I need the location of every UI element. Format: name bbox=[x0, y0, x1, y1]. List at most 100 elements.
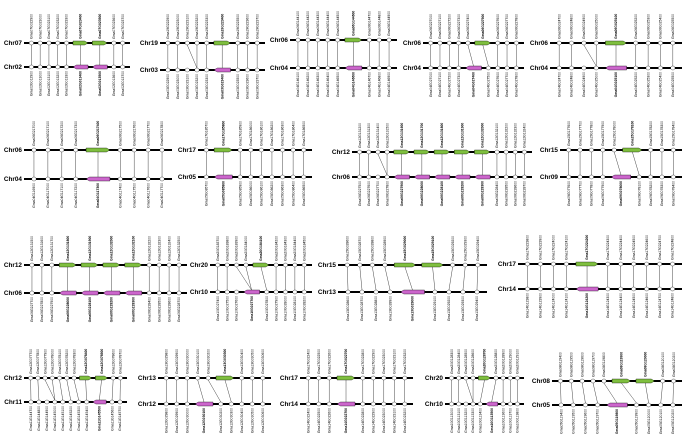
gene-id-label: Gma12G030300 bbox=[229, 408, 233, 433]
gene-id-label: Gma15G028700 bbox=[358, 236, 362, 261]
gene-id-label: Gma12G030500 bbox=[250, 408, 254, 433]
gene-id-label: Gma12G132100 bbox=[132, 236, 136, 261]
gene-id-label: Gma14G124500 bbox=[632, 293, 636, 318]
synteny-panel: Chr08 Chr05 Gma08G119400 Gma08G119500 Gma08G… bbox=[532, 352, 682, 434]
gene-id-label: Gma10G027800 bbox=[265, 296, 269, 321]
gene-id-label: Gma06G025500 bbox=[671, 14, 675, 39]
gene-id-label: Gma19G222900 bbox=[166, 14, 170, 39]
synteny-link bbox=[491, 379, 497, 403]
synteny-panel: Chr17 Chr14 Gma17G022400 Gma17G022500 Gma17G… bbox=[280, 349, 413, 433]
gene-id-label: Gma13G029900 bbox=[175, 349, 179, 374]
gene-id-label: Gma06G228500 bbox=[157, 297, 161, 322]
gene-id-label: Gma19G223000 bbox=[176, 14, 180, 39]
gene-id-label: Gma12G030200 bbox=[219, 408, 223, 433]
synteny-link bbox=[384, 266, 391, 291]
gene-id-label: Gma17G022900 bbox=[371, 349, 375, 374]
synteny-link bbox=[476, 266, 478, 291]
gene-id-label: Gma20G183800 bbox=[225, 236, 229, 261]
gene-id-label: Gma05G119900 bbox=[635, 409, 639, 434]
gene-id-label: Gma06G217700 bbox=[146, 121, 150, 146]
gene-id-label: Gma13G029800 bbox=[164, 349, 168, 374]
gene-id-label: Gma07G023000 bbox=[38, 14, 42, 39]
gene-id-label: Gma04G116900 bbox=[32, 183, 36, 208]
gene-id-label: Gma06G228700 bbox=[523, 181, 527, 206]
gene-id-label: Gma08G119600 bbox=[580, 352, 584, 377]
gene-id-label: Gma17G185700 bbox=[204, 121, 208, 146]
gene-id-label: Gma14G124600 bbox=[645, 293, 649, 318]
gene-id-label: Gma10G113600 bbox=[501, 408, 505, 433]
gene-id-label: Gma20G183700 bbox=[216, 236, 220, 261]
gene-id-label: Gma20G184400 bbox=[293, 236, 297, 261]
synteny-panel: Chr15 Chr09 Gma15G177600 Gma15G177700 Gma15G… bbox=[540, 121, 682, 206]
gene-id-label: Gma17G022700 bbox=[344, 349, 348, 374]
gene-id-label: Gma04G146500 bbox=[336, 72, 340, 97]
gene-id-label: Gma06G228200 bbox=[460, 181, 464, 206]
gene-id-label: Gma06G024700 bbox=[557, 14, 561, 39]
gene-id-label: Gma20G184000 bbox=[244, 236, 248, 261]
gene-id-label: Gma06G227800 bbox=[40, 297, 44, 322]
gene-id-label: Gma10G113200 bbox=[464, 408, 468, 433]
gene-id-label: Gma20G128500 bbox=[464, 349, 468, 374]
gene-id-label: Gma05G086300 bbox=[281, 181, 285, 206]
gene-id-label: Gma20G128600 bbox=[471, 349, 475, 374]
gene-id-label: Gma12G078000 bbox=[51, 349, 55, 374]
gene-id-label: Gma09G077700 bbox=[578, 181, 582, 206]
chromosome-label-bottom: Chr04 bbox=[270, 65, 289, 72]
gene-id-label: Gma06G227800 bbox=[385, 181, 389, 206]
gene-id-label: Gma17G023200 bbox=[403, 349, 407, 374]
gene-id-label: Gma05G120100 bbox=[659, 409, 663, 434]
gene-id-label: Gma13G030500 bbox=[250, 349, 254, 374]
gene-id-label: Gma10G113400 bbox=[478, 408, 482, 433]
gene-id-label: Gma08G119700 bbox=[591, 352, 595, 377]
gene-id-label: Gma06G228400 bbox=[147, 297, 151, 322]
gene-id-label: Gma06G228300 bbox=[132, 297, 136, 322]
gene-id-label: Gma17G186500 bbox=[302, 121, 306, 146]
synteny-link bbox=[245, 266, 252, 291]
gene-id-label: Gma13G029300 bbox=[461, 296, 465, 321]
gene-id-label: Gma05G120200 bbox=[671, 409, 675, 434]
gene-id-label: Gma04G025400 bbox=[659, 72, 663, 97]
gene-id-label: Gma10G113800 bbox=[516, 408, 520, 433]
gene-id-label: Gma12G132400 bbox=[523, 123, 527, 148]
synteny-panel: Chr06 Chr04 Gma06G024700 Gma06G024800 Gma06G… bbox=[530, 14, 682, 97]
gene-id-label: Gma20G184300 bbox=[284, 236, 288, 261]
gene-id-label: Gma17G224100 bbox=[565, 235, 569, 260]
gene-id-label: Gma12G131700 bbox=[50, 236, 54, 261]
synteny-link bbox=[377, 153, 388, 176]
gene-id-label: Gma07G023600 bbox=[112, 14, 116, 39]
gene-id-label: Gma20G128300 bbox=[450, 349, 454, 374]
gene-id-label: Gma12G132400 bbox=[167, 236, 171, 261]
synteny-panel: Chr15 Chr13 Gma15G028600 Gma15G028700 Gma15G… bbox=[318, 236, 487, 321]
chromosome-label-top: Chr17 bbox=[178, 147, 197, 154]
synteny-link bbox=[465, 379, 474, 403]
gene-id-label: Gma10G027900 bbox=[274, 296, 278, 321]
gene-id-label: Gma09G078100 bbox=[637, 181, 641, 206]
gene-id-label: Gma05G085700 bbox=[204, 181, 208, 206]
gene-id-label: Gma09G077900 bbox=[601, 181, 605, 206]
gene-id-label: Gma15G177600 bbox=[567, 121, 571, 146]
gene-id-label: Gma03G023100 bbox=[185, 74, 189, 99]
gene-id-label: Gma06G144900 bbox=[387, 11, 391, 36]
gene-id-label: Gma06G025300 bbox=[646, 14, 650, 39]
gene-id-label: Gma17G023100 bbox=[392, 349, 396, 374]
gene-id-label: Gma04G027200 bbox=[447, 72, 451, 97]
synteny-link bbox=[208, 379, 221, 403]
gene-id-label: Gma05G119400 bbox=[559, 409, 563, 434]
gene-id-label: Gma09G078300 bbox=[660, 181, 664, 206]
gene-id-label: Gma12G078600 bbox=[111, 349, 115, 374]
gene-id-label: Gma17G186000 bbox=[249, 121, 253, 146]
gene-id-label: Gma17G223900 bbox=[539, 235, 543, 260]
gene-id-label: Gma11G145100 bbox=[61, 406, 65, 431]
gene-id-label: Gma19G223300 bbox=[205, 14, 209, 39]
chromosome-label-bottom: Chr10 bbox=[425, 401, 444, 408]
gene-id-label: Gma13G028700 bbox=[360, 296, 364, 321]
gene-id-label: Gma06G228700 bbox=[177, 297, 181, 322]
gene-id-label: Gma06G025400 bbox=[659, 14, 663, 39]
gene-id-label: Gma15G177900 bbox=[601, 121, 605, 146]
gene-id-label: Gma17G186100 bbox=[260, 121, 264, 146]
gene-id-label: Gma17G224700 bbox=[658, 235, 662, 260]
gene-id-label: Gma12G030000 bbox=[185, 408, 189, 433]
gene-id-label: Gma06G144600 bbox=[352, 11, 356, 36]
